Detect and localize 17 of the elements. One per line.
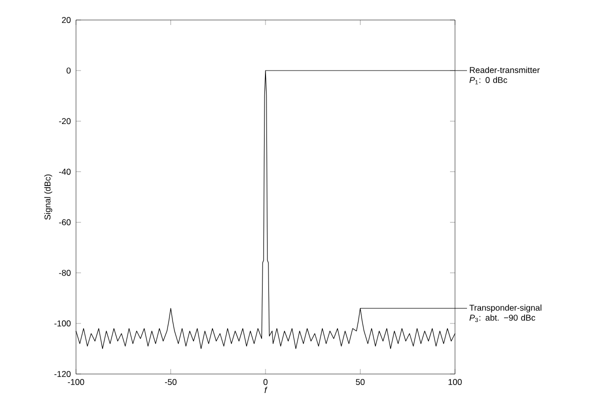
x-tick-label: -50	[165, 379, 177, 386]
x-tick-label: 0	[263, 379, 268, 386]
y-tick-label: -100	[54, 320, 71, 326]
x-tick-label: -100	[68, 379, 84, 386]
y-tick-label: 20	[62, 17, 71, 23]
annotation: Transponder-signal P$_{3}$: abt. −90 dBc	[469, 304, 542, 322]
y-tick-label: -80	[59, 270, 71, 276]
y-tick-label: -120	[54, 371, 71, 377]
x-axis-title: f	[264, 386, 268, 393]
x-tick-label: 50	[356, 379, 365, 386]
x-tick-label: 100	[448, 379, 462, 386]
y-tick-label: -60	[59, 219, 71, 226]
y-tick-label: -20	[59, 118, 71, 124]
y-axis-title: Signal (dBc)	[44, 174, 52, 220]
y-tick-label: -40	[59, 168, 71, 175]
annotation: Reader-transmitter P$_{1}$: 0 dBc	[470, 66, 540, 84]
y-tick-label: 0	[66, 68, 71, 74]
